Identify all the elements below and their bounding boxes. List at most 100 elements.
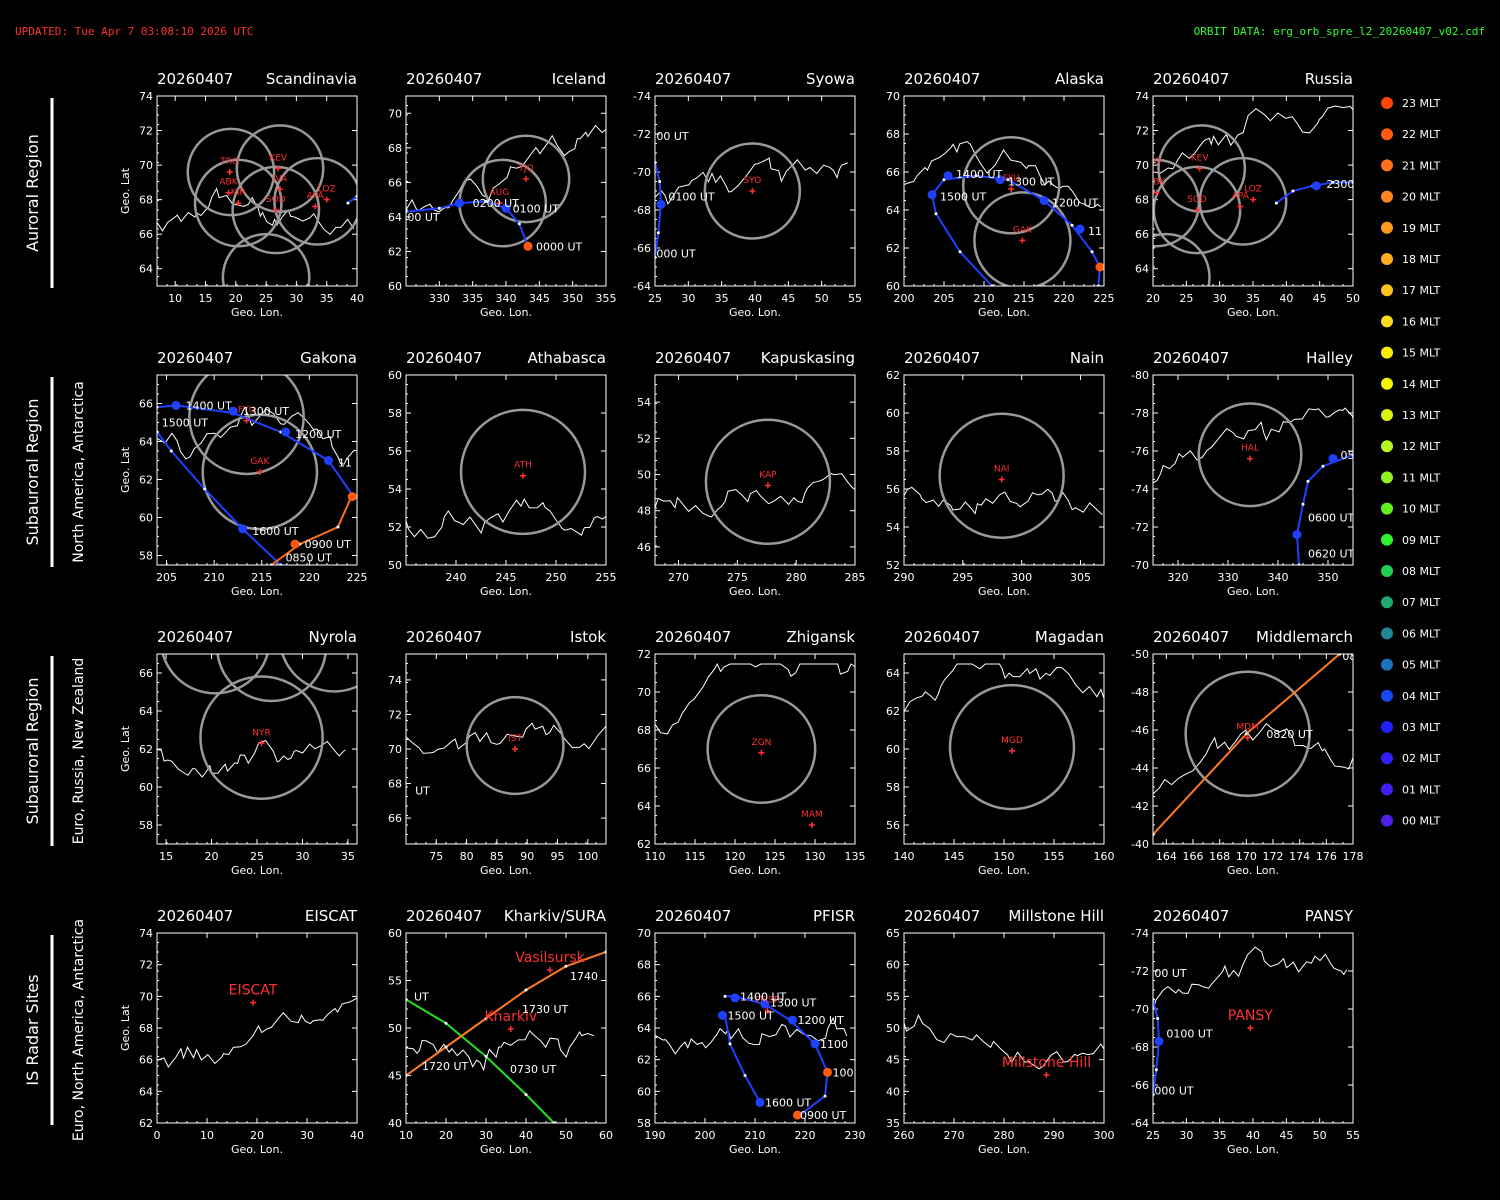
y-tick-label: 72 — [139, 959, 153, 972]
fov-circle — [201, 413, 319, 531]
y-tick-label: 55 — [388, 975, 402, 988]
y-tick-label: -78 — [1131, 407, 1149, 420]
panel-date: 20260407 — [157, 349, 233, 367]
orbit-marker — [228, 406, 238, 416]
station-marker — [764, 482, 771, 489]
legend-swatch — [1381, 315, 1393, 328]
x-axis-label: Geo. Lon. — [231, 1143, 283, 1156]
ut-label: 1600 UT — [765, 1096, 812, 1109]
row-label: Subauroral Region — [23, 398, 42, 545]
ut-label: 1720 UT — [422, 1060, 469, 1073]
ut-label: 100 — [833, 1066, 854, 1079]
track-tick — [1154, 1068, 1158, 1072]
legend-swatch — [1381, 471, 1393, 484]
panel-russia: 20260407 Russia 20 25 30 35 40 45 50 64 66 68 70 72 74… — [1135, 70, 1360, 319]
y-tick-label: 58 — [139, 550, 153, 563]
y-tick-label: 66 — [139, 667, 153, 680]
ut-label: 1200 UT — [1052, 196, 1099, 209]
legend-label: 01 MLT — [1402, 783, 1441, 796]
legend-label: 08 MLT — [1402, 565, 1441, 578]
y-tick-label: 62 — [139, 474, 153, 487]
panel-title: Kharkiv/SURA — [504, 907, 607, 925]
legend-item: 08 MLT — [1381, 565, 1441, 578]
x-tick-label: 45 — [781, 292, 795, 305]
fov-circle — [973, 191, 1072, 286]
coastline — [1153, 722, 1353, 795]
panel-frame — [1152, 653, 1354, 845]
x-tick-label: 15 — [159, 850, 173, 863]
track-tick — [728, 1042, 732, 1046]
orbit-marker — [1311, 181, 1321, 191]
y-tick-label: 62 — [886, 242, 900, 255]
station-label: HAL — [1241, 444, 1259, 454]
y-tick-label: 52 — [388, 521, 402, 534]
station-label: KAP — [759, 470, 777, 480]
station-label: ZGN — [751, 738, 771, 748]
panel-frame — [1152, 932, 1354, 1124]
x-tick-label: 345 — [529, 292, 550, 305]
track-tick — [1090, 250, 1094, 254]
plot-area: HAL 05 0600 UT 0620 UT — [1153, 402, 1353, 565]
ut-label: 1600 UT — [252, 525, 299, 538]
station-marker — [1196, 165, 1203, 172]
x-axis-label: Geo. Lon. — [729, 585, 781, 598]
fov-circle — [235, 124, 325, 213]
station-label: TRO — [219, 157, 239, 167]
x-tick-label: 270 — [668, 571, 689, 584]
station-label: KEV — [1191, 154, 1210, 164]
y-tick-label: 60 — [388, 280, 402, 293]
station-label: SYO — [743, 176, 761, 186]
panel-nain: 20260407 Nain 290 295 300 305 52 54 56 58 60 62 Geo.… — [886, 349, 1105, 598]
orbit-marker — [810, 1039, 820, 1049]
x-axis-label: Geo. Lon. — [729, 1143, 781, 1156]
legend-swatch — [1381, 221, 1393, 234]
station-marker — [1009, 747, 1015, 754]
fov-circle — [1197, 402, 1303, 508]
fov-circle — [948, 683, 1076, 811]
y-tick-label: 66 — [139, 398, 153, 411]
station-marker — [225, 189, 232, 196]
orbit-marker — [718, 1010, 727, 1020]
x-tick-label: 205 — [934, 292, 955, 305]
legend-label: 05 MLT — [1402, 659, 1441, 672]
x-axis-label: Geo. Lon. — [231, 585, 283, 598]
legend-item: 14 MLT — [1381, 377, 1441, 391]
fov-circle — [459, 408, 587, 536]
y-tick-label: 60 — [388, 369, 402, 382]
fov-circle — [706, 693, 817, 805]
orbit-data-file: ORBIT DATA: erg_orb_spre_l2_20260407_v02… — [1193, 25, 1485, 38]
station-marker — [275, 165, 282, 172]
panel-date: 20260407 — [157, 628, 233, 646]
track-tick — [444, 1021, 448, 1025]
panel-frame — [156, 653, 358, 845]
station-label: Millstone Hill — [1002, 1055, 1091, 1071]
coastline — [655, 662, 855, 735]
x-axis-label: Geo. Lon. — [729, 306, 781, 319]
legend-swatch — [1381, 190, 1393, 203]
legend-label: 07 MLT — [1402, 596, 1441, 609]
panel-frame — [903, 653, 1105, 845]
y-tick-label: 58 — [388, 407, 402, 420]
y-tick-label: 60 — [139, 781, 153, 794]
coastline — [157, 187, 355, 235]
station-marker — [1008, 186, 1015, 193]
x-tick-label: 170 — [1236, 850, 1257, 863]
x-tick-label: 50 — [1346, 292, 1360, 305]
x-tick-label: 75 — [429, 850, 443, 863]
y-tick-label: 62 — [886, 705, 900, 718]
y-tick-label: 70 — [637, 686, 651, 699]
x-tick-label: 355 — [596, 292, 617, 305]
x-tick-label: 275 — [727, 571, 748, 584]
orbit-marker — [238, 524, 248, 534]
legend-item: 21 MLT — [1381, 159, 1441, 172]
x-tick-label: 210 — [974, 292, 995, 305]
y-tick-label: 54 — [886, 521, 900, 534]
ut-label: 0200 UT — [473, 197, 520, 210]
legend-item: 15 MLT — [1381, 346, 1441, 360]
x-tick-label: 172 — [1263, 850, 1284, 863]
y-tick-label: -76 — [1131, 445, 1149, 458]
legend-label: 09 MLT — [1402, 534, 1441, 547]
station-marker — [1153, 189, 1160, 196]
x-tick-label: 30 — [300, 1129, 314, 1142]
y-tick-label: -46 — [1131, 724, 1149, 737]
